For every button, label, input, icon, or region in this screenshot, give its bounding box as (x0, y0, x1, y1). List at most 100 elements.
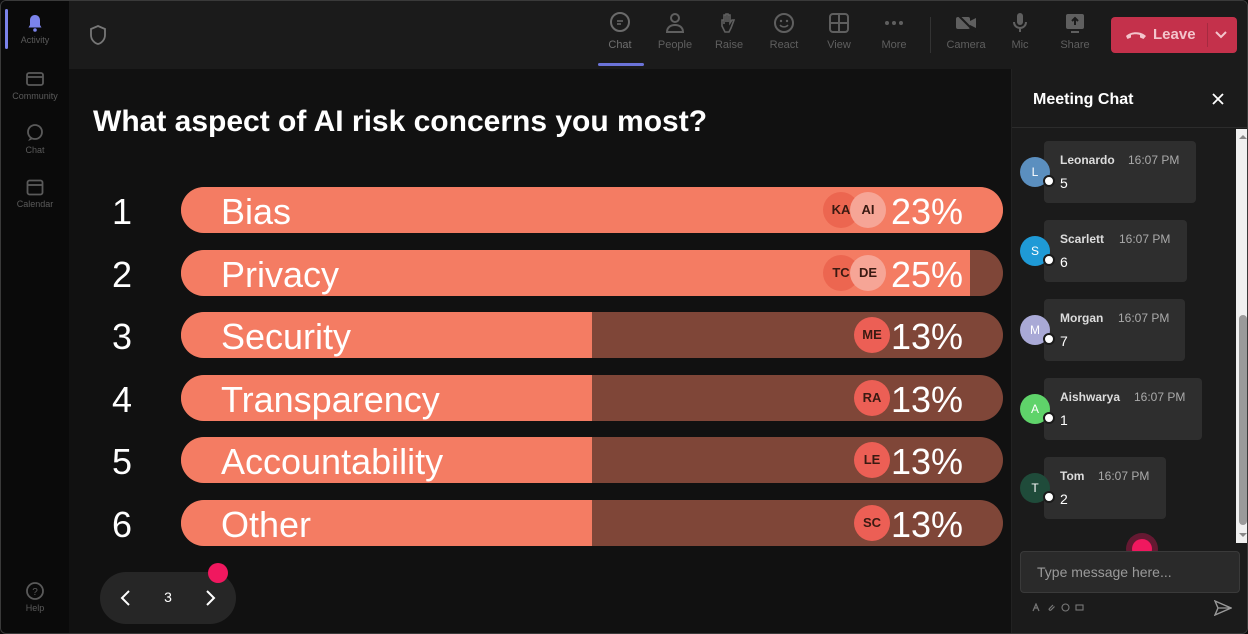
option-percent: 13% (890, 441, 963, 482)
rail-item-calendar[interactable]: Calendar (1, 177, 69, 209)
option-rank: 4 (111, 379, 133, 420)
voter-avatar: RA (854, 380, 890, 416)
raise-hand-button[interactable]: Raise (701, 11, 757, 51)
presence-status-icon (1043, 333, 1055, 345)
people-button[interactable]: People (647, 11, 703, 51)
share-button-label: Share (1060, 39, 1090, 51)
option-label: Other (221, 504, 312, 545)
leave-divider (1207, 23, 1208, 47)
option-bar-fill (181, 375, 592, 421)
app-rail: Activity Community Chat Calendar ? Help (1, 1, 69, 633)
bell-icon (28, 15, 42, 32)
sender-name: Scarlett (1060, 232, 1105, 246)
option-percent: 13% (890, 504, 963, 545)
chat-scrollbar[interactable] (1236, 129, 1247, 543)
presence-status-icon (1043, 412, 1055, 424)
option-bar-fill (181, 437, 592, 483)
gif-icon[interactable] (1075, 603, 1084, 612)
chevron-right-icon[interactable] (200, 588, 220, 608)
option-rank: 2 (111, 254, 133, 295)
scroll-down-icon[interactable] (1239, 531, 1247, 539)
share-button[interactable]: Share (1047, 11, 1103, 51)
poll-option-row: 6 Other SC 13% (69, 500, 1011, 548)
grid-icon (829, 13, 849, 33)
mic-button[interactable]: Mic (992, 11, 1048, 51)
close-icon[interactable] (1210, 91, 1226, 107)
rail-active-indicator (5, 9, 8, 49)
scroll-up-icon[interactable] (1239, 133, 1247, 141)
shield-icon[interactable] (89, 25, 107, 45)
message-bubble: Aishwarya 16:07 PM 1 (1044, 378, 1202, 440)
poll-question: What aspect of AI risk concerns you most… (93, 105, 708, 138)
raise-button-label: Raise (714, 39, 744, 51)
presence-status-icon (1043, 491, 1055, 503)
rail-label: Chat (25, 145, 45, 155)
view-button[interactable]: View (811, 11, 867, 51)
voter-avatar: LE (854, 442, 890, 478)
rail-item-help[interactable]: ? Help (1, 581, 69, 613)
option-percent: 25% (890, 254, 963, 295)
mic-button-label: Mic (1011, 39, 1029, 51)
voter-avatar: ME (854, 317, 890, 353)
chat-button[interactable]: Chat (592, 11, 648, 51)
option-percent: 23% (890, 191, 963, 232)
rail-label: Calendar (16, 199, 54, 209)
option-label: Bias (221, 191, 292, 232)
chat-button-label: Chat (608, 39, 632, 51)
people-icon (665, 13, 685, 33)
option-percent: 13% (890, 379, 963, 420)
option-label: Security (221, 316, 352, 357)
chevron-down-icon[interactable] (1213, 28, 1229, 42)
message-time: 16:07 PM (1098, 469, 1150, 483)
meeting-toolbar: Chat People Raise React View More Camera (69, 1, 1247, 69)
sender-name: Leonardo (1060, 153, 1115, 167)
presence-status-icon (1043, 254, 1055, 266)
react-button[interactable]: React (756, 11, 812, 51)
chevron-left-icon[interactable] (116, 588, 136, 608)
rail-label: Community (12, 91, 58, 101)
sender-name: Morgan (1060, 311, 1104, 325)
active-tool-indicator (598, 63, 644, 66)
scroll-thumb[interactable] (1239, 315, 1247, 525)
message-bubble: Tom 16:07 PM 2 (1044, 457, 1166, 519)
option-label: Transparency (221, 379, 440, 420)
rail-item-community[interactable]: Community (1, 69, 69, 101)
camera-button[interactable]: Camera (938, 11, 994, 51)
chat-header-divider (1012, 127, 1247, 128)
message-bubble: Scarlett 16:07 PM 6 (1044, 220, 1187, 282)
rail-label: Help (25, 603, 45, 613)
option-rank: 3 (111, 316, 133, 357)
poll-option-row: 1 Bias KA AI 23% (69, 187, 1011, 235)
message-bubble: Leonardo 16:07 PM 5 (1044, 141, 1196, 203)
option-bar: Bias KA AI 23% (181, 187, 1003, 233)
rail-label: Activity (20, 35, 50, 45)
sender-name: Tom (1060, 469, 1085, 483)
more-button[interactable]: More (866, 11, 922, 51)
message-text: 2 (1060, 491, 1068, 507)
message-text: 1 (1060, 412, 1068, 428)
pointer-indicator (208, 563, 228, 583)
rail-item-activity[interactable]: Activity (1, 13, 69, 45)
more-button-label: More (881, 39, 907, 51)
message-time: 16:07 PM (1119, 232, 1171, 246)
option-label: Accountability (221, 441, 444, 482)
help-icon: ? (26, 582, 44, 600)
option-label: Privacy (221, 254, 340, 295)
calendar-icon (26, 179, 44, 196)
option-bar: Transparency RA 13% (181, 375, 1003, 421)
voter-avatar: SC (854, 505, 890, 541)
format-icon[interactable] (1032, 603, 1041, 612)
chat-message-input[interactable] (1020, 551, 1240, 593)
emoji-icon[interactable] (1061, 603, 1070, 612)
microphone-icon (1013, 13, 1027, 32)
rail-item-chat[interactable]: Chat (1, 123, 69, 155)
send-icon[interactable] (1214, 600, 1232, 616)
react-button-label: React (769, 39, 799, 51)
leave-button[interactable]: Leave (1111, 17, 1237, 53)
poll-stage: What aspect of AI risk concerns you most… (69, 69, 1011, 633)
poll-option-row: 5 Accountability LE 13% (69, 437, 1011, 485)
message-time: 16:07 PM (1128, 153, 1180, 167)
people-button-label: People (657, 39, 693, 51)
attach-icon[interactable] (1047, 603, 1056, 612)
